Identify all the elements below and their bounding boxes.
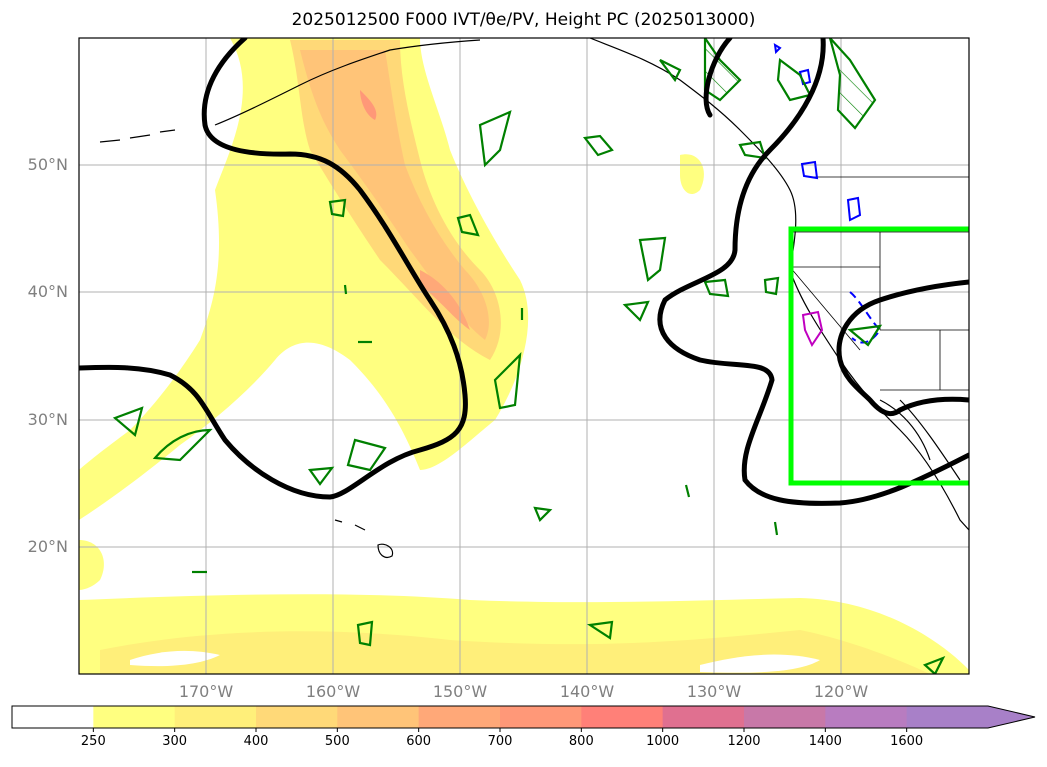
colorbar-tick-label: 250 bbox=[80, 734, 106, 749]
colorbar-tick-label: 1400 bbox=[808, 734, 842, 749]
colorbar-tick-label: 1600 bbox=[890, 734, 924, 749]
colorbar-segment bbox=[256, 706, 338, 728]
colorbar-segment bbox=[500, 706, 582, 728]
lon-label-140w: 140°W bbox=[559, 682, 615, 701]
lat-label-50: 50°N bbox=[27, 155, 68, 174]
colorbar-tick-label: 300 bbox=[162, 734, 188, 749]
map-title: 2025012500 F000 IVT/θe/PV, Height PC (20… bbox=[291, 10, 756, 30]
colorbar-tick-label: 400 bbox=[243, 734, 269, 749]
colorbar-segment bbox=[93, 706, 176, 728]
colorbar-tick-label: 600 bbox=[406, 734, 432, 749]
colorbar-tick-label: 700 bbox=[487, 734, 513, 749]
colorbar-segment bbox=[174, 706, 257, 728]
colorbar-segment bbox=[581, 706, 664, 728]
borders bbox=[789, 176, 969, 391]
colorbar-tick-label: 500 bbox=[324, 734, 350, 749]
height-contours bbox=[79, 38, 969, 506]
colorbar-segment bbox=[12, 706, 94, 728]
magenta-contour bbox=[801, 310, 824, 348]
lat-label-20: 20°N bbox=[27, 537, 68, 556]
colorbar-segment bbox=[418, 706, 501, 728]
region-box bbox=[788, 226, 969, 486]
colorbar-segment bbox=[662, 706, 745, 728]
lat-label-30: 30°N bbox=[27, 410, 68, 429]
colorbar-tick-label: 1200 bbox=[727, 734, 761, 749]
colorbar-segment bbox=[825, 706, 908, 728]
colorbar-segment bbox=[337, 706, 420, 728]
colorbar-tick-label: 1000 bbox=[646, 734, 680, 749]
colorbar-segment bbox=[744, 706, 826, 728]
ivt-shading bbox=[79, 38, 969, 674]
colorbar bbox=[11, 705, 1036, 732]
colorbar-extend-arrow bbox=[906, 706, 1035, 728]
lat-label-40: 40°N bbox=[27, 282, 68, 301]
colorbar-tick-label: 800 bbox=[568, 734, 594, 749]
lon-label-120w: 120°W bbox=[813, 682, 869, 701]
lon-label-160w: 160°W bbox=[305, 682, 361, 701]
theta-contours bbox=[112, 38, 946, 674]
pv-contours bbox=[773, 43, 882, 344]
lon-label-130w: 130°W bbox=[686, 682, 742, 701]
lon-label-150w: 150°W bbox=[432, 682, 488, 701]
plot-frame bbox=[78, 37, 970, 675]
lon-label-170w: 170°W bbox=[178, 682, 234, 701]
